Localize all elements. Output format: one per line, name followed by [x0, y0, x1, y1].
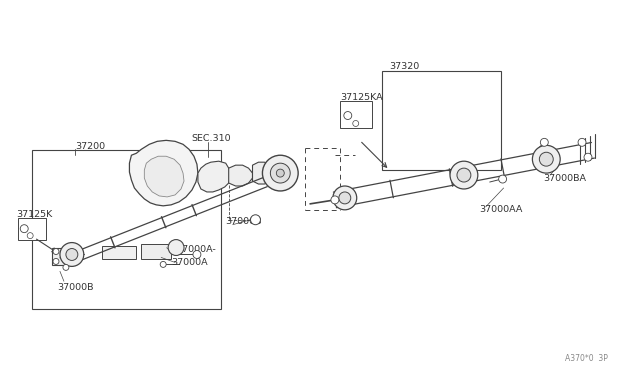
PathPatch shape: [145, 156, 184, 197]
Circle shape: [333, 186, 356, 210]
PathPatch shape: [253, 162, 275, 184]
Text: 37125KA: 37125KA: [340, 93, 383, 102]
Text: SEC.310: SEC.310: [191, 134, 230, 143]
Circle shape: [20, 225, 28, 232]
Circle shape: [457, 168, 471, 182]
Bar: [52, 247, 70, 265]
Text: 37000B: 37000B: [57, 283, 93, 292]
Text: 37320: 37320: [390, 62, 420, 71]
PathPatch shape: [198, 161, 230, 192]
Text: 37200: 37200: [75, 142, 105, 151]
Circle shape: [53, 248, 59, 254]
Circle shape: [578, 138, 586, 146]
Bar: [141, 244, 171, 259]
PathPatch shape: [129, 140, 198, 206]
Circle shape: [28, 232, 33, 238]
Circle shape: [270, 163, 290, 183]
Circle shape: [584, 153, 592, 161]
Bar: [340, 101, 372, 128]
Text: 37000BA: 37000BA: [543, 174, 586, 183]
Bar: [19, 218, 46, 240]
Text: 37000A-: 37000A-: [176, 245, 216, 254]
Text: 37000A: 37000A: [171, 258, 208, 267]
Text: 37000B: 37000B: [226, 217, 262, 226]
Circle shape: [66, 248, 78, 260]
Circle shape: [63, 264, 69, 270]
Bar: [32, 150, 221, 309]
Circle shape: [344, 112, 352, 119]
Circle shape: [331, 196, 339, 204]
Circle shape: [193, 250, 201, 259]
Circle shape: [168, 240, 184, 256]
Circle shape: [276, 169, 284, 177]
Circle shape: [250, 215, 260, 225]
Circle shape: [540, 152, 553, 166]
Text: 37125K: 37125K: [16, 210, 52, 219]
Circle shape: [450, 161, 478, 189]
Circle shape: [339, 192, 351, 204]
Circle shape: [160, 262, 166, 267]
Circle shape: [262, 155, 298, 191]
Bar: [102, 246, 136, 259]
Circle shape: [60, 243, 84, 266]
Circle shape: [499, 175, 507, 183]
Text: A370*0  3P: A370*0 3P: [565, 354, 608, 363]
Bar: [381, 71, 500, 170]
Circle shape: [532, 145, 560, 173]
Bar: [253, 167, 268, 179]
PathPatch shape: [228, 165, 253, 186]
Text: 37000AA: 37000AA: [479, 205, 522, 214]
Circle shape: [53, 259, 59, 264]
Circle shape: [353, 121, 358, 126]
Circle shape: [540, 138, 548, 146]
